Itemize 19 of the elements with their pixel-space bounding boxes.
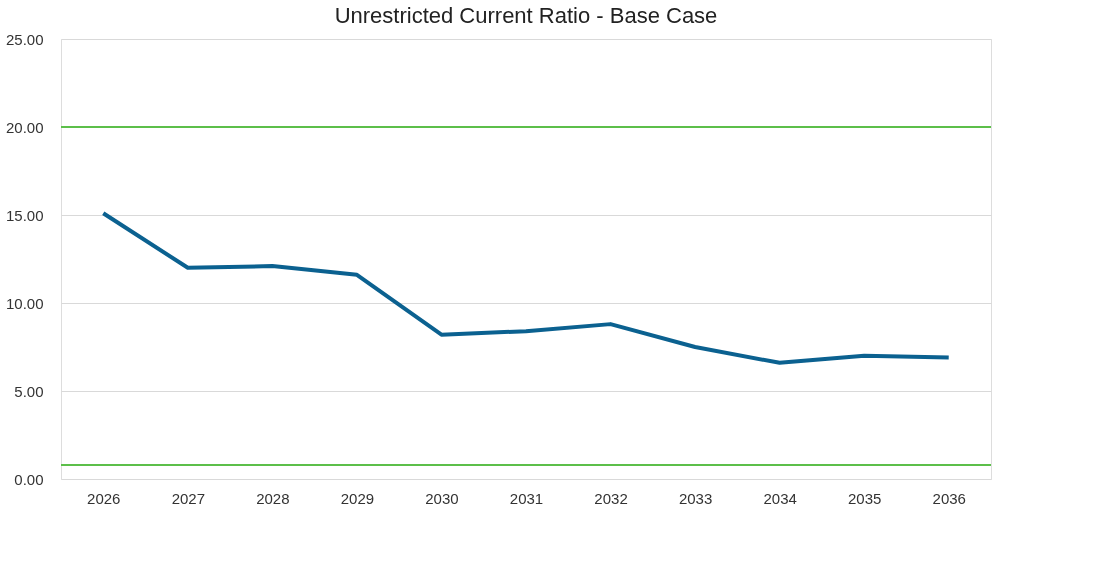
x-tick-label: 2036 [932,489,966,507]
y-tick-label: 10.00 [5,294,44,312]
x-tick-label: 2031 [509,489,544,507]
y-tick-label: 20.00 [5,118,44,136]
y-tick-label: 15.00 [5,206,44,224]
x-tick-label: 2032 [594,489,628,507]
chart-title: Unrestricted Current Ratio - Base Case [334,3,718,28]
x-tick-label: 2027 [171,489,206,507]
x-tick-label: 2029 [340,489,375,507]
x-tick-label: 2034 [763,489,797,507]
y-tick-label: 25.00 [5,30,44,48]
line-series [101,211,951,365]
y-tick-label: 0.00 [14,470,44,488]
y-tick-label: 5.00 [14,382,44,400]
x-tick-label: 2030 [425,489,459,507]
x-tick-label: 2033 [678,489,713,507]
x-tick-label: 2028 [256,489,290,507]
x-tick-label: 2035 [847,489,882,507]
x-tick-label: 2026 [87,489,121,507]
